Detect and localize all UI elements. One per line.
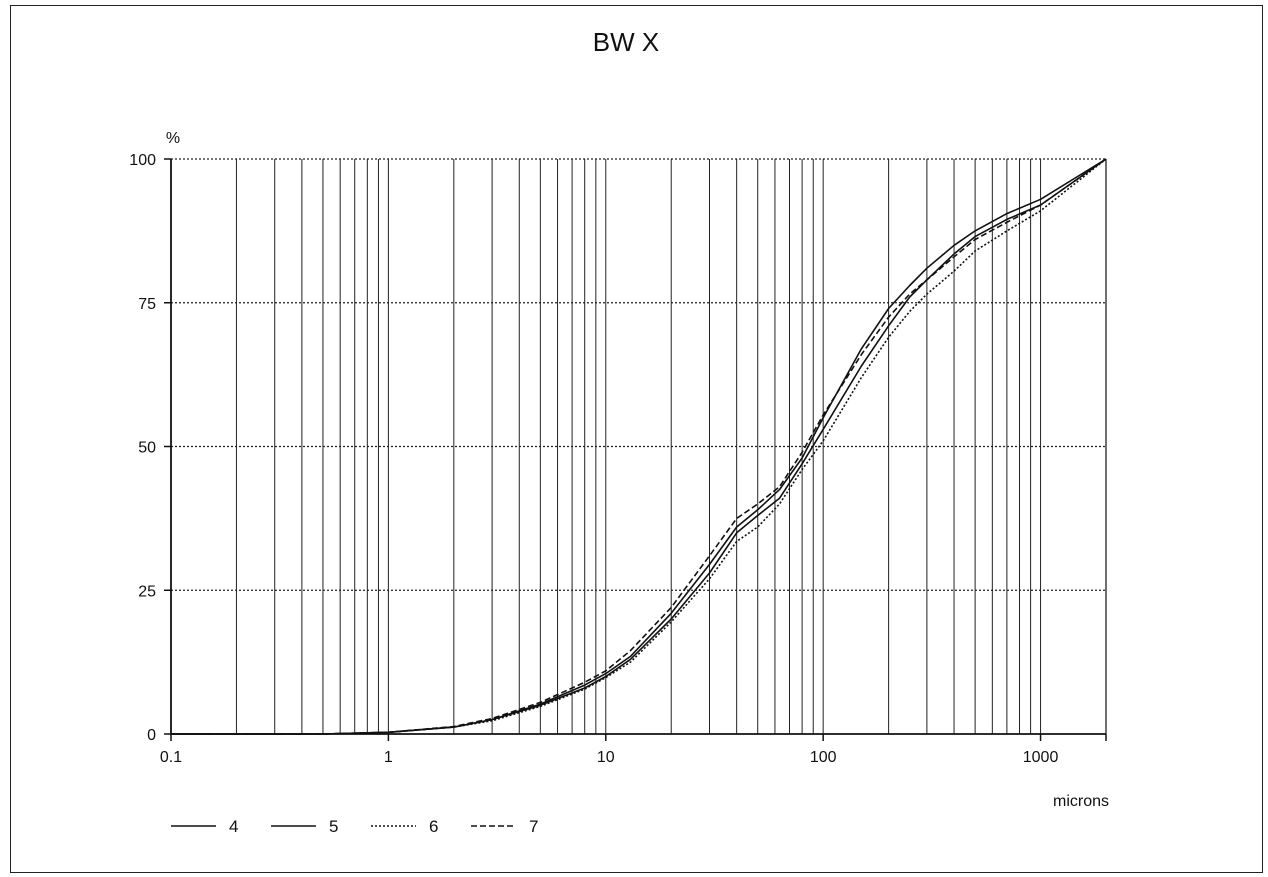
grid-lines: [171, 158, 1106, 734]
x-tick-label: 10: [597, 749, 615, 766]
y-tick-label: 100: [129, 152, 156, 169]
tick-labels: 0.1 1 10 100 1000 0 25 50 75 100: [129, 152, 1058, 766]
y-tick-label: 50: [138, 440, 156, 457]
series-line-7: [171, 158, 1107, 735]
axes: [164, 158, 1107, 741]
legend-label-7: 7: [529, 817, 538, 836]
legend-label-6: 6: [429, 817, 438, 836]
x-tick-label: 1: [384, 749, 393, 766]
series-line-5: [171, 158, 1107, 735]
chart-title: BW X: [593, 27, 659, 57]
legend-label-4: 4: [229, 817, 238, 836]
chart-frame: BW X % microns 0.1 1 10 100 1000 0 25 50 75 100 4…: [10, 5, 1263, 873]
y-axis-label: %: [166, 130, 180, 147]
x-tick-label: 0.1: [160, 749, 182, 766]
legend-label-5: 5: [329, 817, 338, 836]
y-tick-label: 25: [138, 583, 156, 600]
y-tick-label: 0: [147, 727, 156, 744]
legend: 4 5 6 7: [171, 817, 538, 836]
series-lines: [171, 158, 1107, 735]
y-tick-label: 75: [138, 296, 156, 313]
x-tick-label: 1000: [1023, 749, 1059, 766]
x-tick-label: 100: [810, 749, 837, 766]
series-line-6: [171, 158, 1107, 735]
x-axis-label: microns: [1053, 793, 1109, 810]
